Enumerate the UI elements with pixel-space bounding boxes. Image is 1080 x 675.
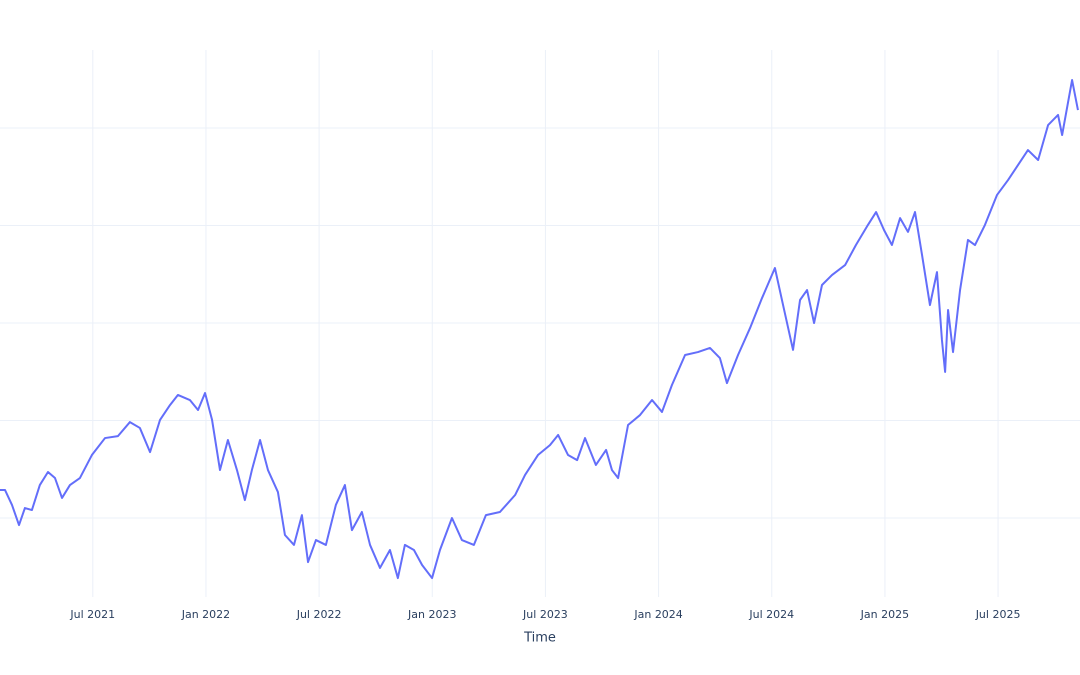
- x-tick-label: Jul 2025: [975, 608, 1021, 621]
- x-axis-title: Time: [523, 631, 556, 646]
- x-tick-label: Jul 2021: [69, 608, 115, 621]
- x-tick-label: Jan 2022: [181, 608, 230, 621]
- x-tick-label: Jul 2023: [522, 608, 568, 621]
- x-tick-label: Jul 2024: [748, 608, 794, 621]
- x-tick-label: Jan 2025: [860, 608, 909, 621]
- line-series: [0, 79, 1079, 580]
- x-tick-label: Jan 2023: [407, 608, 456, 621]
- x-tick-label: Jul 2022: [296, 608, 342, 621]
- x-tick-label: Jan 2024: [633, 608, 682, 621]
